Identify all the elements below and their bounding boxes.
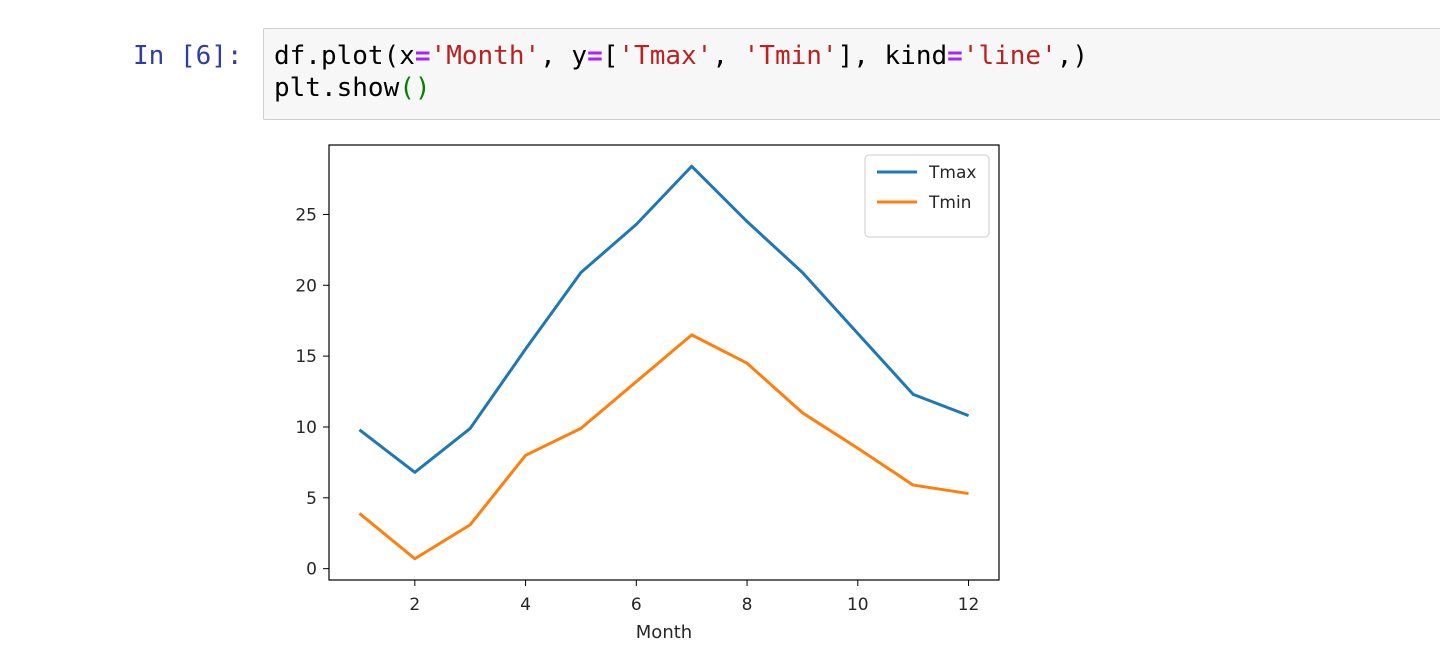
legend: Tmax Tmin: [864, 154, 990, 238]
code-token: plt.show: [274, 73, 400, 103]
series-line-tmin: [358, 333, 969, 561]
code-token: 'Month': [430, 41, 541, 71]
code-token: ,): [1056, 41, 1089, 71]
x-tick-label: 2: [409, 595, 420, 615]
x-axis: 2 4 6 8 10 12: [409, 580, 979, 615]
y-tick-label: 15: [295, 347, 317, 367]
x-tick-label: 4: [520, 595, 531, 615]
code-token: ,: [712, 41, 744, 71]
series-line-tmax: [358, 164, 970, 474]
code-editor[interactable]: df.plot(x='Month', y=['Tmax', 'Tmin'], k…: [263, 28, 1440, 120]
y-tick-label: 25: [295, 205, 317, 225]
x-tick-label: 10: [847, 595, 869, 615]
y-axis: 0 5 10 15 20 25: [295, 205, 329, 580]
y-tick-label: 0: [306, 560, 317, 580]
code-token: , y: [540, 41, 588, 71]
legend-label: Tmin: [928, 193, 971, 213]
x-axis-label: Month: [636, 622, 692, 643]
line-chart: 0 5 10 15 20 25 2 4 6 8 10 12 Month Tmax Tmin: [295, 144, 1000, 643]
x-tick-label: 8: [742, 595, 753, 615]
code-token: =: [587, 41, 603, 71]
code-token: (): [399, 73, 431, 103]
code-token: =: [947, 41, 963, 71]
x-tick-label: 12: [958, 595, 980, 615]
input-prompt: In [6]:: [133, 41, 243, 71]
code-token: 'Tmin': [743, 41, 838, 71]
code-text[interactable]: df.plot(x='Month', y=['Tmax', 'Tmin'], k…: [274, 40, 1088, 104]
code-token: 'line': [962, 41, 1057, 71]
legend-box: [864, 154, 990, 238]
y-tick-label: 10: [295, 418, 317, 438]
code-token: =: [414, 41, 431, 71]
code-token: [: [602, 41, 619, 71]
code-token: 'Tmax': [618, 41, 713, 71]
cell-output: 0 5 10 15 20 25 2 4 6 8 10 12 Month Tmax Tmin: [270, 132, 1030, 652]
y-tick-label: 20: [295, 276, 317, 296]
legend-label: Tmax: [928, 163, 976, 183]
y-tick-label: 5: [306, 489, 317, 509]
code-token: df.plot(x: [274, 41, 415, 71]
x-tick-label: 6: [631, 595, 642, 615]
series-lines: [358, 164, 970, 561]
code-token: ], kind: [837, 41, 948, 71]
